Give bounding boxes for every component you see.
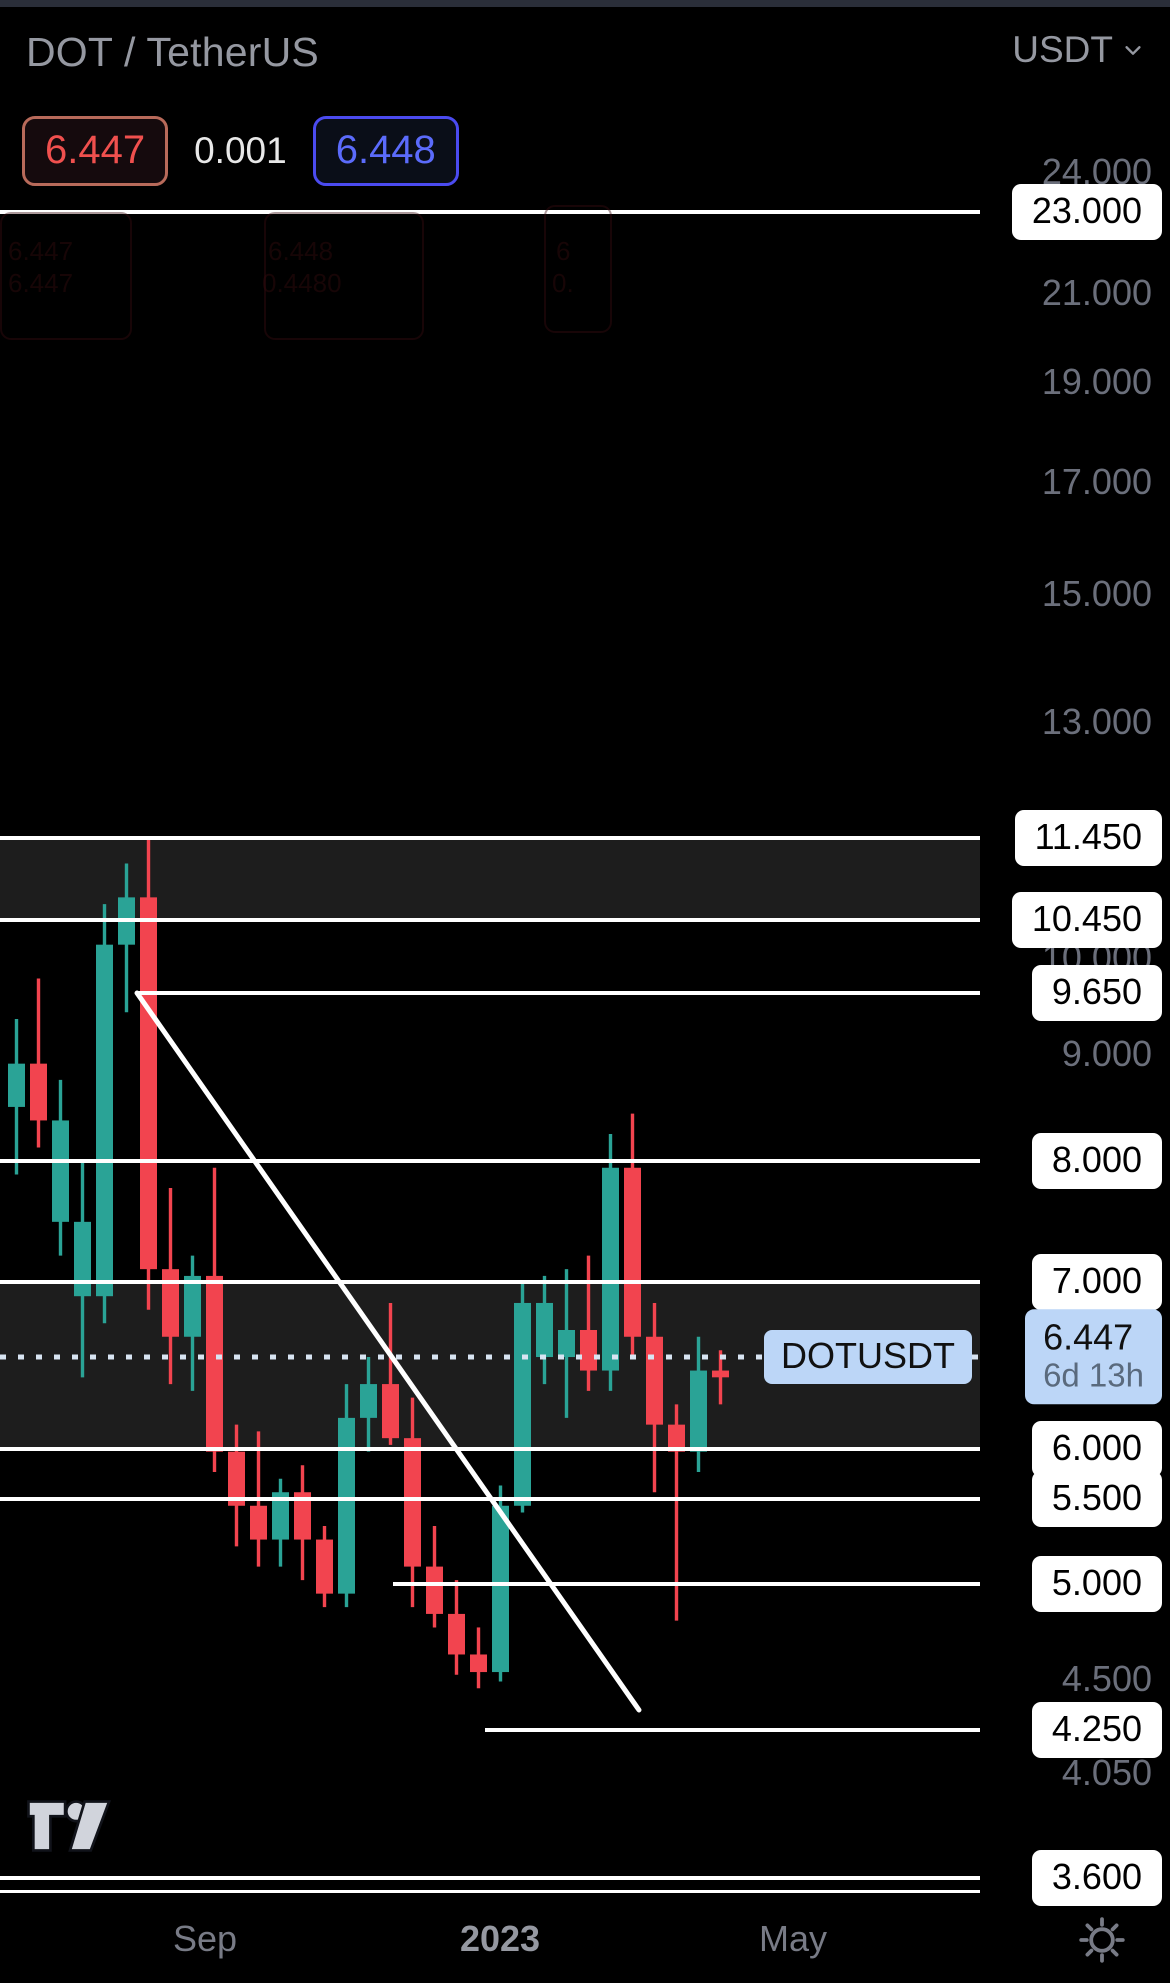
price-level-badge[interactable]: 10.450 [1011, 892, 1162, 948]
price-axis-tick: 13.000 [1041, 701, 1152, 742]
candle-body [8, 1063, 25, 1107]
price-scale[interactable]: 24.000 21.000 19.000 17.000 15.000 13.000 10.0… [764, 0, 1170, 1906]
price-level-badge[interactable]: 4.250 [1031, 1702, 1162, 1758]
candle-body [228, 1451, 245, 1506]
candle-body [624, 1167, 641, 1337]
ghost-annotation-box [264, 212, 424, 340]
quote-currency-selector[interactable]: USDT [1012, 29, 1144, 71]
ghost-annotation-text: 6 [556, 236, 571, 266]
candle-body [426, 1566, 443, 1614]
price-axis-tick: 15.000 [1041, 573, 1152, 614]
spread-value: 0.001 [194, 130, 287, 171]
time-axis-label: Sep [172, 1918, 238, 1959]
series-symbol-tag[interactable]: DOTUSDT [764, 1330, 972, 1384]
candle-body [536, 1302, 553, 1358]
chart-canvas[interactable] [0, 190, 980, 1890]
current-price-badge[interactable]: 6.447 6d 13h [1025, 1309, 1162, 1405]
price-level-badge[interactable]: 8.000 [1031, 1133, 1162, 1189]
price-axis-tick: 21.000 [1041, 272, 1152, 313]
price-level-badge[interactable]: 11.450 [1014, 810, 1162, 866]
candle-body [140, 897, 157, 1270]
candle-body [712, 1370, 729, 1378]
price-level-badge[interactable]: 5.500 [1031, 1471, 1162, 1527]
current-price-countdown: 6d 13h [1043, 1355, 1144, 1393]
candle-body [96, 944, 113, 1297]
price-axis-tick: 4.500 [1061, 1658, 1152, 1699]
price-axis-tick: 19.000 [1041, 361, 1152, 402]
ask-price-button[interactable]: 6.448 [312, 116, 459, 186]
ghost-annotation-box [0, 212, 132, 340]
price-level-badge[interactable]: 5.000 [1031, 1556, 1162, 1612]
candle-body [184, 1275, 201, 1337]
time-axis-label: 2023 [459, 1918, 541, 1959]
tradingview-logo [27, 1800, 112, 1852]
candle-body [602, 1167, 619, 1371]
candle-body [272, 1492, 289, 1540]
bid-ask-row: 6.447 0.001 6.448 [22, 116, 459, 186]
price-level-badge[interactable]: 7.000 [1031, 1254, 1162, 1310]
ghost-annotation-text: 6.447 [8, 268, 74, 298]
candle-body [360, 1384, 377, 1418]
ghost-annotation-box [544, 205, 612, 333]
candle-body [162, 1269, 179, 1337]
chevron-down-icon [1125, 46, 1141, 55]
candle-body [250, 1505, 267, 1540]
time-axis-divider [0, 1890, 980, 1893]
current-price-value: 6.447 [1043, 1316, 1134, 1358]
candle-body [338, 1417, 355, 1594]
candle-body [206, 1275, 223, 1452]
time-axis[interactable]: Sep 2023 May [0, 1890, 1170, 1983]
candle-body [294, 1492, 311, 1540]
settings-gear-icon[interactable] [1078, 1916, 1126, 1964]
candle-body [668, 1424, 685, 1452]
ghost-annotation-text: 0.4480 [262, 268, 342, 298]
price-axis-tick: 9.000 [1061, 1033, 1152, 1074]
candle-body [382, 1384, 399, 1439]
candlestick-chart[interactable]: 6.447 6.447 6.448 0.4480 6 0. [0, 190, 980, 1890]
candle-body [30, 1063, 47, 1121]
candle-body [74, 1221, 91, 1297]
bid-price-button[interactable]: 6.447 [22, 116, 169, 186]
time-axis-label: May [758, 1918, 828, 1959]
page-title[interactable]: DOT / TetherUS [26, 29, 319, 75]
price-axis-tick: 4.050 [1061, 1752, 1152, 1793]
candle-body [316, 1539, 333, 1594]
trend-line [134, 990, 642, 1713]
ghost-annotation-text: 6.447 [8, 236, 74, 266]
candle-body [558, 1330, 575, 1358]
candle-body [404, 1438, 421, 1567]
candle-body [52, 1120, 69, 1222]
chart-header: DOT / TetherUS USDT [0, 7, 1170, 112]
ghost-annotation-text: 0. [552, 268, 574, 298]
candle-body [448, 1613, 465, 1655]
quote-currency-label: USDT [1012, 29, 1113, 70]
candle-body [514, 1302, 531, 1506]
ghost-annotation-text: 6.448 [268, 236, 334, 266]
candle-body [492, 1505, 509, 1673]
price-level-badge[interactable]: 9.650 [1031, 965, 1162, 1021]
candle-body [470, 1654, 487, 1673]
status-bar-strip [0, 0, 1170, 7]
price-level-badge[interactable]: 3.600 [1031, 1850, 1162, 1906]
candle-body [646, 1336, 663, 1425]
price-level-badge[interactable]: 6.000 [1031, 1421, 1162, 1477]
candle-body [580, 1330, 597, 1371]
candle-body [690, 1370, 707, 1452]
price-level-badge[interactable]: 23.000 [1011, 184, 1162, 240]
price-axis-tick: 17.000 [1041, 461, 1152, 502]
price-zone-band [0, 838, 980, 920]
